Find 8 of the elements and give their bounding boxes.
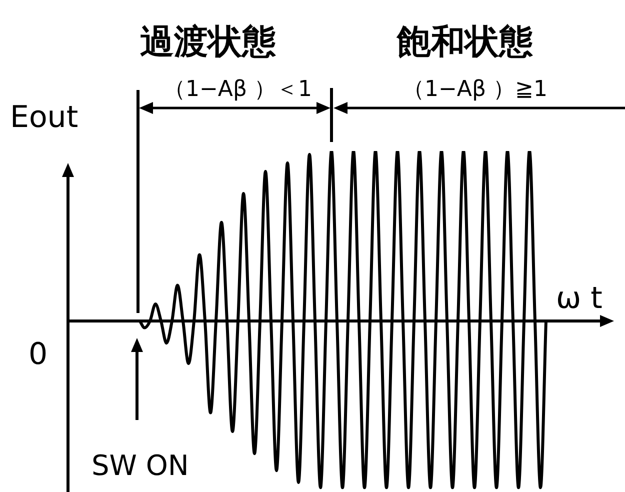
- text: 飽和状態: [397, 22, 533, 62]
- text: 0: [28, 337, 48, 372]
- y-axis-title: Eout: [10, 100, 78, 135]
- text: 過渡状態: [140, 22, 276, 62]
- text: （1−Aβ ）＜1: [164, 77, 312, 102]
- text: （1−Aβ ）≧1: [402, 77, 548, 102]
- x-axis-title: ω t: [556, 281, 602, 316]
- annotation: SW ON: [92, 449, 189, 482]
